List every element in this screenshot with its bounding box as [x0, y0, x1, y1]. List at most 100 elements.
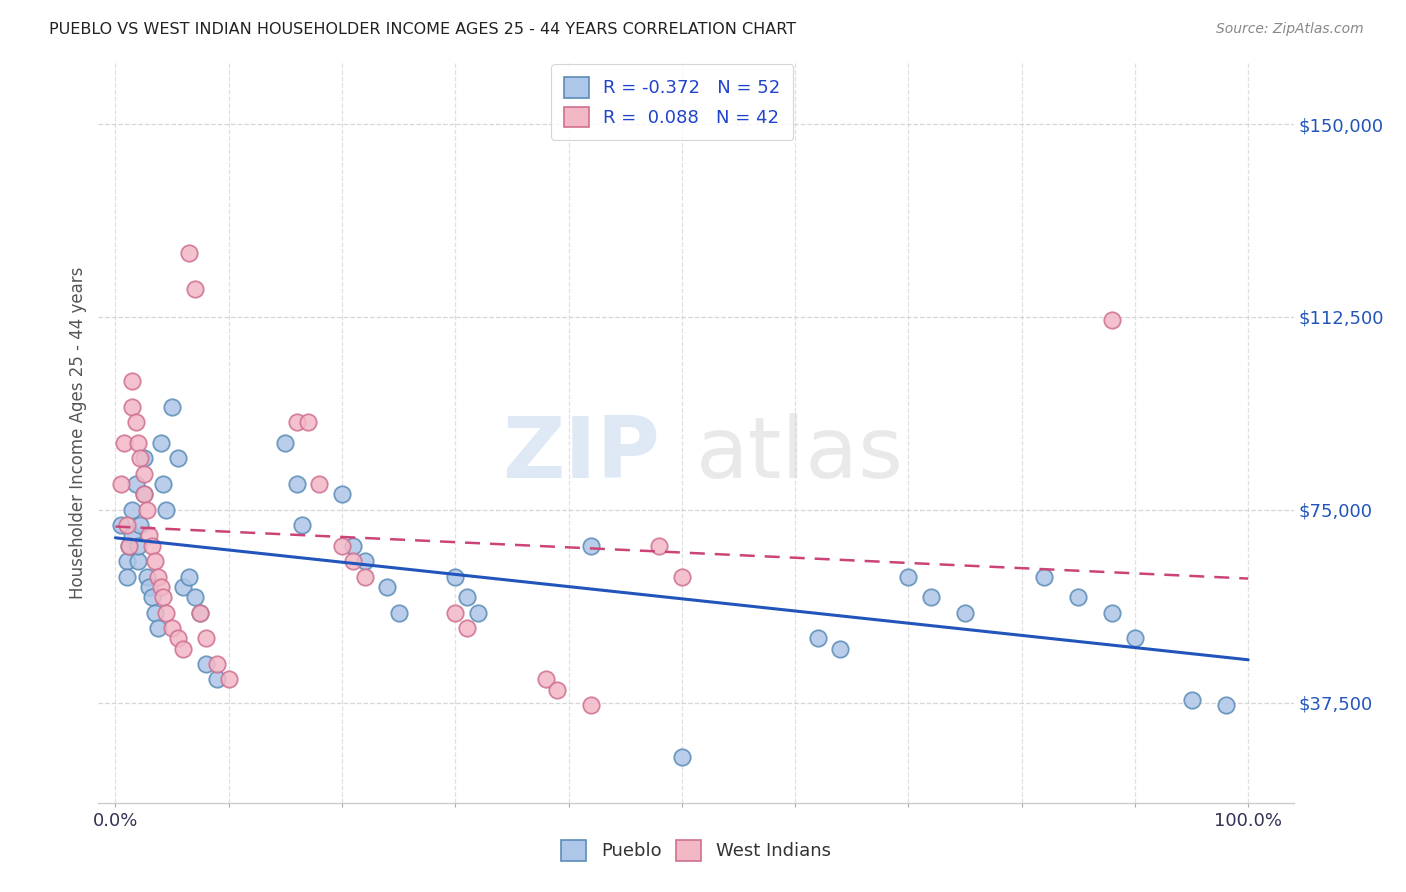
Point — [114, 436, 136, 450]
Point — [148, 569, 170, 583]
Point — [353, 569, 375, 583]
Point — [149, 436, 172, 450]
Point — [127, 436, 149, 450]
Point — [291, 518, 314, 533]
Point — [285, 477, 308, 491]
Point — [920, 590, 942, 604]
Text: ZIP: ZIP — [502, 413, 661, 496]
Point — [671, 749, 693, 764]
Point — [152, 590, 174, 604]
Point — [1123, 632, 1146, 646]
Point — [1101, 312, 1123, 326]
Point — [285, 415, 308, 429]
Point — [121, 374, 143, 388]
Point — [308, 477, 330, 491]
Point — [177, 245, 200, 260]
Point — [330, 539, 353, 553]
Point — [127, 554, 149, 568]
Point — [121, 400, 143, 414]
Point — [110, 518, 132, 533]
Point — [132, 451, 155, 466]
Point — [136, 502, 159, 516]
Point — [671, 569, 693, 583]
Point — [110, 477, 132, 491]
Point — [125, 477, 148, 491]
Point — [160, 400, 183, 414]
Point — [152, 477, 174, 491]
Point — [190, 606, 212, 620]
Point — [207, 673, 229, 687]
Point — [1101, 606, 1123, 620]
Point — [218, 673, 240, 687]
Point — [207, 657, 229, 671]
Point — [121, 528, 143, 542]
Point — [129, 451, 152, 466]
Point — [546, 682, 568, 697]
Point — [953, 606, 976, 620]
Point — [143, 606, 166, 620]
Point — [579, 539, 602, 553]
Point — [579, 698, 602, 712]
Legend: Pueblo, West Indians: Pueblo, West Indians — [554, 832, 838, 868]
Text: PUEBLO VS WEST INDIAN HOUSEHOLDER INCOME AGES 25 - 44 YEARS CORRELATION CHART: PUEBLO VS WEST INDIAN HOUSEHOLDER INCOME… — [49, 22, 796, 37]
Point — [121, 502, 143, 516]
Text: Source: ZipAtlas.com: Source: ZipAtlas.com — [1216, 22, 1364, 37]
Point — [467, 606, 489, 620]
Point — [1215, 698, 1237, 712]
Point — [155, 606, 177, 620]
Point — [138, 528, 160, 542]
Point — [274, 436, 297, 450]
Point — [807, 632, 830, 646]
Point — [897, 569, 920, 583]
Point — [456, 590, 478, 604]
Point — [297, 415, 319, 429]
Point — [444, 606, 467, 620]
Point — [1033, 569, 1056, 583]
Point — [129, 518, 152, 533]
Point — [342, 539, 364, 553]
Point — [155, 502, 177, 516]
Point — [118, 539, 141, 553]
Point — [160, 621, 183, 635]
Point — [141, 590, 163, 604]
Point — [1067, 590, 1090, 604]
Point — [166, 451, 188, 466]
Point — [125, 415, 148, 429]
Point — [444, 569, 467, 583]
Point — [115, 554, 138, 568]
Point — [136, 569, 159, 583]
Point — [353, 554, 375, 568]
Point — [177, 569, 200, 583]
Point — [149, 580, 172, 594]
Point — [456, 621, 478, 635]
Point — [166, 632, 188, 646]
Point — [534, 673, 557, 687]
Point — [1180, 693, 1202, 707]
Point — [830, 641, 852, 656]
Point — [388, 606, 411, 620]
Point — [648, 539, 671, 553]
Point — [195, 632, 218, 646]
Point — [118, 539, 141, 553]
Point — [141, 539, 163, 553]
Point — [127, 539, 149, 553]
Point — [195, 657, 218, 671]
Point — [172, 641, 194, 656]
Point — [148, 621, 170, 635]
Point — [183, 590, 205, 604]
Point — [115, 518, 138, 533]
Point — [342, 554, 364, 568]
Point — [183, 282, 205, 296]
Y-axis label: Householder Income Ages 25 - 44 years: Householder Income Ages 25 - 44 years — [69, 267, 87, 599]
Point — [115, 569, 138, 583]
Point — [132, 467, 155, 481]
Point — [172, 580, 194, 594]
Text: atlas: atlas — [696, 413, 904, 496]
Point — [132, 487, 155, 501]
Point — [375, 580, 398, 594]
Point — [138, 580, 160, 594]
Point — [132, 487, 155, 501]
Point — [190, 606, 212, 620]
Point — [330, 487, 353, 501]
Point — [143, 554, 166, 568]
